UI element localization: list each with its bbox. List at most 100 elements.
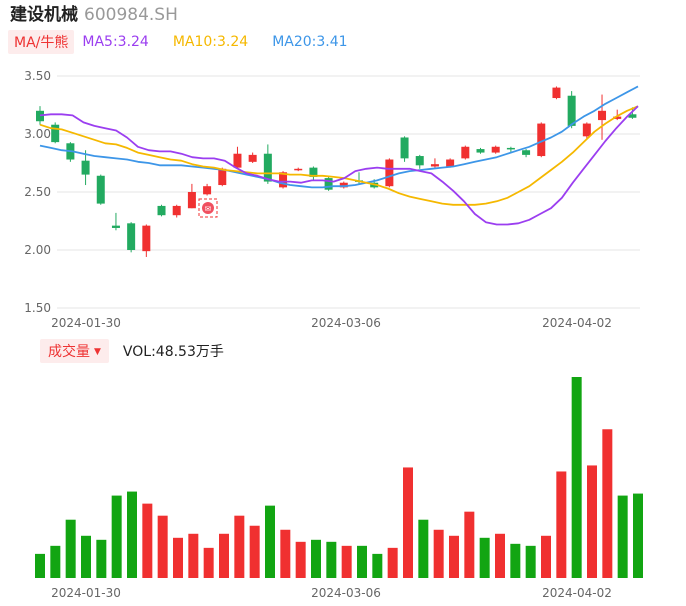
candle-body: [613, 116, 622, 119]
candle-body: [218, 168, 227, 186]
volume-date-axis: 2024-01-30 2024-03-06 2024-04-02: [51, 586, 612, 600]
volume-bar: [280, 529, 291, 578]
ma10-line: [39, 105, 639, 206]
ma5-line: [39, 105, 639, 226]
ma10-label: MA10:3.24: [172, 34, 249, 50]
candle-body: [294, 168, 303, 171]
ma-indicator-selector[interactable]: MA/牛熊: [8, 30, 75, 54]
volume-bar: [311, 539, 321, 578]
volume-bar: [541, 535, 551, 578]
candle-body: [51, 124, 60, 143]
volume-bars: [35, 377, 643, 578]
volume-indicator-selector[interactable]: 成交量 ▼: [40, 339, 109, 363]
candle: [96, 174, 105, 205]
candle-body: [461, 146, 470, 159]
volume-bar: [357, 545, 367, 578]
volume-bar: [142, 503, 153, 578]
moving-average-lines: [39, 85, 639, 226]
candle-body: [248, 154, 257, 162]
x-tick-label: 2024-04-02: [542, 586, 612, 600]
candle-body: [552, 87, 561, 99]
volume-bar: [81, 535, 91, 578]
candle-body: [96, 175, 105, 204]
candle-body: [203, 186, 212, 195]
candle: [415, 154, 424, 169]
candle-body: [446, 159, 455, 167]
volume-bar: [326, 541, 337, 578]
candle-body: [415, 156, 424, 166]
volume-bar: [418, 519, 429, 578]
candle-body: [172, 205, 181, 216]
ma5-label: MA5:3.24: [82, 34, 149, 50]
volume-bar: [295, 541, 306, 578]
volume-bar: [96, 539, 107, 578]
y-tick-label: 3.00: [24, 127, 51, 141]
volume-bar: [449, 535, 459, 578]
candle-body: [157, 205, 166, 216]
y-tick-label: 2.50: [24, 185, 51, 199]
candle-body: [582, 123, 591, 137]
volume-bar: [341, 545, 352, 578]
price-date-axis: 2024-01-30 2024-03-06 2024-04-02: [51, 316, 612, 330]
candle-body: [506, 147, 515, 150]
candle-body: [36, 110, 44, 122]
x-tick-label: 2024-04-02: [542, 316, 612, 330]
candle-body: [339, 182, 348, 188]
volume-bar: [495, 533, 505, 578]
volume-value: VOL:48.53万手: [122, 344, 224, 360]
candle-body: [567, 95, 576, 126]
ma-legend: MA/牛熊 MA5:3.24 MA10:3.24 MA20:3.41: [8, 30, 372, 54]
candle: [142, 224, 151, 257]
stock-name: 建设机械: [10, 5, 78, 25]
volume-bar: [157, 515, 168, 578]
volume-bar: [571, 377, 582, 578]
volume-bar: [617, 495, 628, 578]
volume-bar: [265, 505, 275, 578]
volume-bar: [372, 553, 383, 578]
candle: [157, 204, 166, 217]
volume-bar: [188, 533, 199, 578]
candle: [506, 146, 515, 153]
x-tick-label: 2024-01-30: [51, 586, 121, 600]
stock-code: 600984.SH: [84, 5, 178, 25]
volume-bar: [65, 519, 76, 578]
y-tick-label: 3.50: [24, 69, 51, 83]
candle: [218, 167, 227, 187]
volume-bar: [387, 547, 398, 578]
candle-body: [537, 123, 546, 157]
candle: [36, 106, 44, 125]
candle-body: [111, 225, 120, 228]
volume-bar: [50, 545, 61, 578]
volume-bar: [587, 465, 597, 578]
candle: [400, 136, 409, 162]
volume-bar: [556, 471, 567, 578]
candle-body: [430, 164, 439, 167]
x-tick-label: 2024-03-06: [311, 586, 381, 600]
candle: [111, 212, 120, 231]
y-tick-label: 1.50: [24, 301, 51, 315]
volume-bar: [510, 543, 521, 578]
candle: [81, 150, 90, 186]
candle: [537, 122, 546, 158]
volume-bar: [173, 537, 183, 578]
svg-text:✉: ✉: [205, 205, 212, 214]
candle: [461, 145, 470, 160]
candle-body: [127, 223, 136, 250]
candle-body: [385, 159, 394, 187]
volume-bar: [219, 533, 229, 578]
candle-body: [279, 172, 288, 188]
candle-body: [233, 153, 242, 168]
candle: [309, 166, 318, 181]
candle: [430, 158, 439, 168]
volume-bar: [633, 493, 643, 578]
candle: [294, 167, 303, 172]
candle: [339, 181, 348, 189]
price-axis: 3.50 3.00 2.50 2.00 1.50: [24, 69, 51, 315]
event-marker-icon: ✉: [198, 198, 218, 218]
ma20-label: MA20:3.41: [272, 34, 348, 50]
x-tick-label: 2024-01-30: [51, 316, 121, 330]
candle: [476, 147, 485, 154]
candle-body: [81, 160, 90, 175]
volume-bar: [525, 545, 536, 578]
